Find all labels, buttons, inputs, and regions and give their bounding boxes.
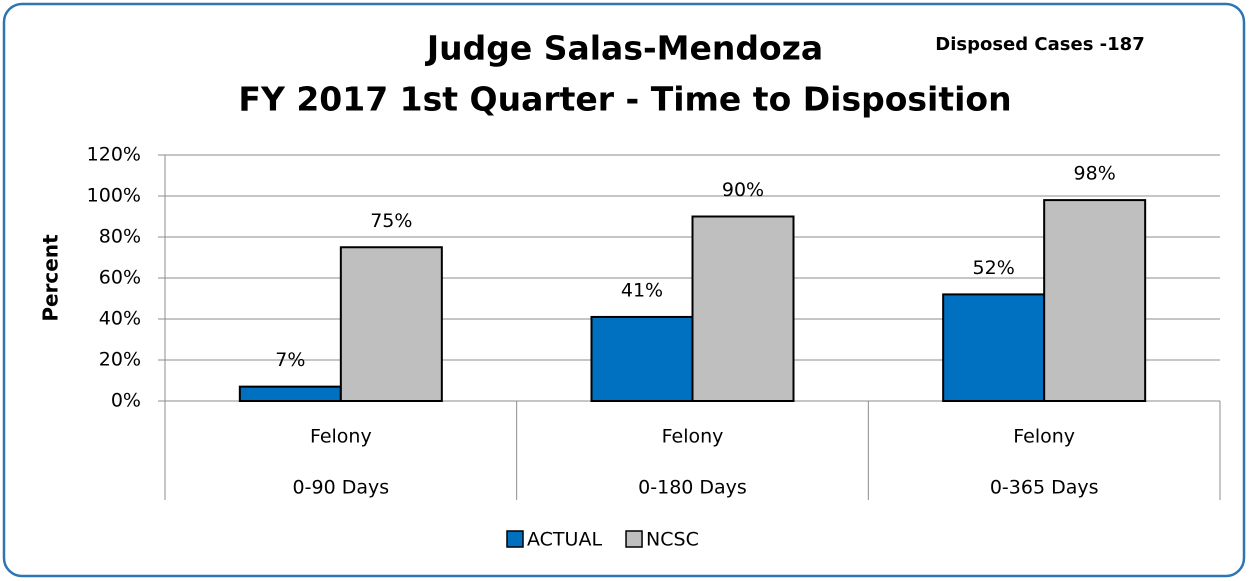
bar [1043, 199, 1147, 402]
y-tick-label: 0% [111, 390, 141, 412]
bar [691, 215, 795, 402]
value-label: 90% [722, 179, 764, 201]
bar [942, 293, 1046, 402]
y-tick-label: 80% [99, 226, 141, 248]
legend-label: NCSC [646, 529, 699, 551]
bar [339, 246, 443, 402]
y-tick-label: 20% [99, 349, 141, 371]
legend-swatch [625, 530, 643, 548]
x-tick-label: Felony [310, 426, 372, 448]
y-tick-label: 40% [99, 308, 141, 330]
x-tick-label: Felony [1013, 426, 1075, 448]
value-label: 7% [275, 349, 305, 371]
value-label: 41% [621, 279, 663, 301]
x-tick-label: Felony [662, 426, 724, 448]
y-tick-label: 100% [87, 185, 141, 207]
legend-swatch [506, 530, 524, 548]
x-tick-label: 0-90 Days [293, 477, 390, 499]
value-label: 52% [973, 257, 1015, 279]
y-tick-label: 60% [99, 267, 141, 289]
chart-title: Judge Salas-Mendoza [425, 29, 823, 68]
x-tick-label: 0-180 Days [638, 477, 747, 499]
value-label: 98% [1074, 163, 1116, 185]
y-tick-label: 120% [87, 144, 141, 166]
annotation: Disposed Cases -187 [935, 34, 1144, 55]
chart-subtitle: FY 2017 1st Quarter - Time to Dispositio… [238, 80, 1011, 119]
value-label: 75% [370, 210, 412, 232]
legend-label: ACTUAL [527, 529, 602, 551]
x-tick-label: 0-365 Days [990, 477, 1099, 499]
bar [590, 315, 694, 403]
y-axis-label: Percent [39, 234, 63, 322]
bar [238, 385, 342, 402]
